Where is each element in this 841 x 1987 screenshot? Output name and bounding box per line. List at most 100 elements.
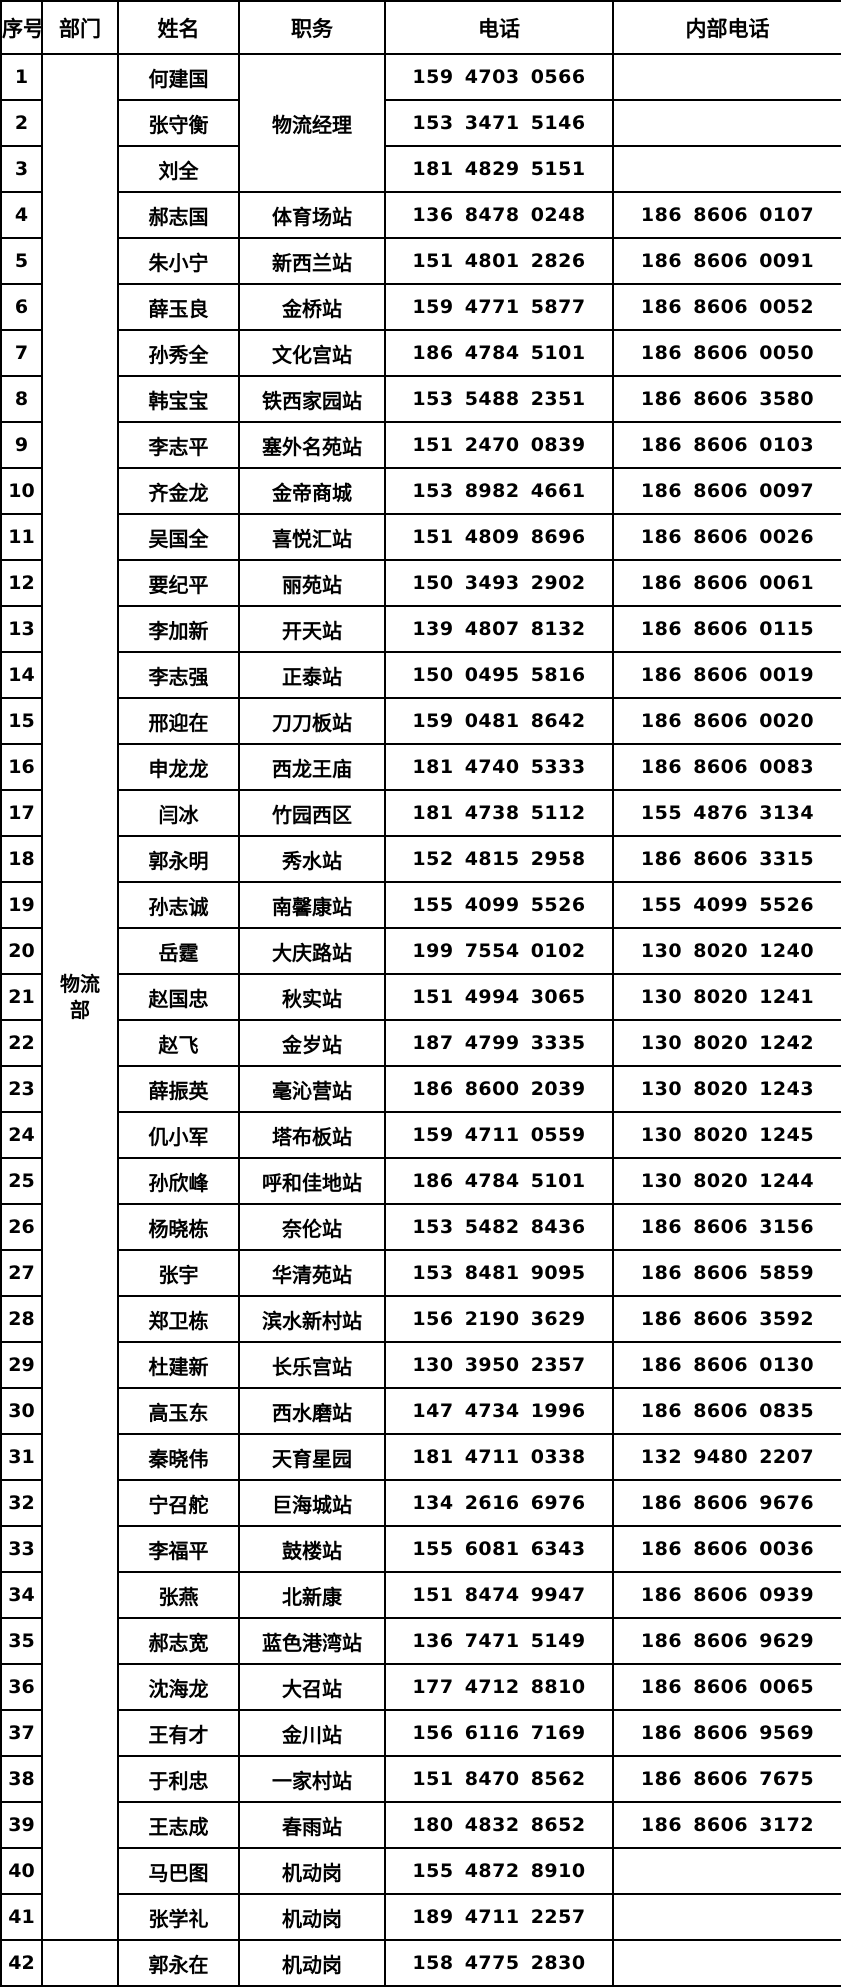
cell-role: 喜悦汇站 bbox=[238, 513, 386, 561]
cell-no: 23 bbox=[0, 1065, 43, 1113]
table-row: 27 张宇 华清苑站 153 8481 9095 186 8606 5859 bbox=[0, 1249, 841, 1297]
cell-role: 丽苑站 bbox=[238, 559, 386, 607]
table-row: 35 郝志宽 蓝色港湾站 136 7471 5149 186 8606 9629 bbox=[0, 1617, 841, 1665]
cell-internal-phone: 186 8606 9676 bbox=[612, 1479, 841, 1527]
cell-role: 毫沁营站 bbox=[238, 1065, 386, 1113]
table-row: 37 王有才 金川站 156 6116 7169 186 8606 9569 bbox=[0, 1709, 841, 1757]
cell-department-empty bbox=[41, 1939, 119, 1987]
cell-internal-phone bbox=[612, 1893, 841, 1941]
cell-internal-phone: 186 8606 0083 bbox=[612, 743, 841, 791]
cell-no: 20 bbox=[0, 927, 43, 975]
cell-no: 1 bbox=[0, 53, 43, 101]
table-row: 30 高玉东 西水磨站 147 4734 1996 186 8606 0835 bbox=[0, 1387, 841, 1435]
cell-name: 岳霆 bbox=[117, 927, 240, 975]
cell-name: 杨晓栋 bbox=[117, 1203, 240, 1251]
cell-no: 37 bbox=[0, 1709, 43, 1757]
cell-phone: 151 8474 9947 bbox=[384, 1571, 614, 1619]
cell-role: 刀刀板站 bbox=[238, 697, 386, 745]
cell-internal-phone: 186 8606 0020 bbox=[612, 697, 841, 745]
cell-phone: 153 8982 4661 bbox=[384, 467, 614, 515]
cell-role: 大召站 bbox=[238, 1663, 386, 1711]
cell-name: 何建国 bbox=[117, 53, 240, 101]
table-row: 1 物流部 何建国 物流经理 159 4703 0566 bbox=[0, 53, 841, 1941]
cell-phone: 186 8600 2039 bbox=[384, 1065, 614, 1113]
cell-role: 一家村站 bbox=[238, 1755, 386, 1803]
cell-name: 郭永明 bbox=[117, 835, 240, 883]
cell-internal-phone: 186 8606 9569 bbox=[612, 1709, 841, 1757]
table-row: 40 马巴图 机动岗 155 4872 8910 bbox=[0, 1847, 841, 1895]
cell-role: 机动岗 bbox=[238, 1893, 386, 1941]
cell-internal-phone: 130 8020 1240 bbox=[612, 927, 841, 975]
cell-no: 41 bbox=[0, 1893, 43, 1941]
cell-internal-phone: 186 8606 9629 bbox=[612, 1617, 841, 1665]
table-row: 13 李加新 开天站 139 4807 8132 186 8606 0115 bbox=[0, 605, 841, 653]
cell-name: 郝志宽 bbox=[117, 1617, 240, 1665]
cell-name: 吴国全 bbox=[117, 513, 240, 561]
header-phone: 电话 bbox=[384, 0, 614, 55]
cell-phone: 152 4815 2958 bbox=[384, 835, 614, 883]
table-row: 31 秦晓伟 天育星园 181 4711 0338 132 9480 2207 bbox=[0, 1433, 841, 1481]
table-row: 6 薛玉良 金桥站 159 4771 5877 186 8606 0052 bbox=[0, 283, 841, 331]
cell-name: 韩宝宝 bbox=[117, 375, 240, 423]
cell-phone: 180 4832 8652 bbox=[384, 1801, 614, 1849]
cell-internal-phone bbox=[612, 1847, 841, 1895]
cell-name: 张学礼 bbox=[117, 1893, 240, 1941]
table-row: 7 孙秀全 文化宫站 186 4784 5101 186 8606 0050 bbox=[0, 329, 841, 377]
cell-role: 金帝商城 bbox=[238, 467, 386, 515]
header-row: 序号 部门 姓名 职务 电话 内部电话 bbox=[0, 0, 841, 55]
cell-internal-phone: 186 8606 0091 bbox=[612, 237, 841, 285]
cell-no: 36 bbox=[0, 1663, 43, 1711]
cell-internal-phone: 186 8606 0115 bbox=[612, 605, 841, 653]
cell-name: 孙秀全 bbox=[117, 329, 240, 377]
cell-no: 8 bbox=[0, 375, 43, 423]
cell-name: 李福平 bbox=[117, 1525, 240, 1573]
cell-phone: 187 4799 3335 bbox=[384, 1019, 614, 1067]
cell-role: 秀水站 bbox=[238, 835, 386, 883]
cell-name: 李志强 bbox=[117, 651, 240, 699]
cell-name: 王志成 bbox=[117, 1801, 240, 1849]
table-row: 36 沈海龙 大召站 177 4712 8810 186 8606 0065 bbox=[0, 1663, 841, 1711]
cell-no: 16 bbox=[0, 743, 43, 791]
cell-no: 27 bbox=[0, 1249, 43, 1297]
cell-phone: 153 5488 2351 bbox=[384, 375, 614, 423]
cell-phone: 151 2470 0839 bbox=[384, 421, 614, 469]
cell-internal-phone: 186 8606 3172 bbox=[612, 1801, 841, 1849]
table-row: 34 张燕 北新康 151 8474 9947 186 8606 0939 bbox=[0, 1571, 841, 1619]
cell-name: 张守衡 bbox=[117, 99, 240, 147]
header-no: 序号 bbox=[0, 0, 43, 55]
cell-no: 2 bbox=[0, 99, 43, 147]
table-row: 25 孙欣峰 呼和佳地站 186 4784 5101 130 8020 1244 bbox=[0, 1157, 841, 1205]
cell-role: 天育星园 bbox=[238, 1433, 386, 1481]
cell-name: 孙志诚 bbox=[117, 881, 240, 929]
table-row: 18 郭永明 秀水站 152 4815 2958 186 8606 3315 bbox=[0, 835, 841, 883]
table-row: 14 李志强 正泰站 150 0495 5816 186 8606 0019 bbox=[0, 651, 841, 699]
cell-internal-phone: 186 8606 0103 bbox=[612, 421, 841, 469]
cell-role: 开天站 bbox=[238, 605, 386, 653]
cell-name: 张燕 bbox=[117, 1571, 240, 1619]
table-row: 5 朱小宁 新西兰站 151 4801 2826 186 8606 0091 bbox=[0, 237, 841, 285]
table-row: 12 要纪平 丽苑站 150 3493 2902 186 8606 0061 bbox=[0, 559, 841, 607]
cell-internal-phone: 186 8606 5859 bbox=[612, 1249, 841, 1297]
cell-role: 金岁站 bbox=[238, 1019, 386, 1067]
cell-internal-phone: 132 9480 2207 bbox=[612, 1433, 841, 1481]
table-row: 11 吴国全 喜悦汇站 151 4809 8696 186 8606 0026 bbox=[0, 513, 841, 561]
cell-no: 18 bbox=[0, 835, 43, 883]
cell-role: 南馨康站 bbox=[238, 881, 386, 929]
cell-role: 春雨站 bbox=[238, 1801, 386, 1849]
cell-no: 29 bbox=[0, 1341, 43, 1389]
cell-phone: 151 4801 2826 bbox=[384, 237, 614, 285]
cell-phone: 156 6116 7169 bbox=[384, 1709, 614, 1757]
cell-phone: 158 4775 2830 bbox=[384, 1939, 614, 1987]
cell-phone: 159 4703 0566 bbox=[384, 53, 614, 101]
cell-name: 杜建新 bbox=[117, 1341, 240, 1389]
cell-name: 刘全 bbox=[117, 145, 240, 193]
header-role: 职务 bbox=[238, 0, 386, 55]
cell-role: 西水磨站 bbox=[238, 1387, 386, 1435]
cell-internal-phone: 186 8606 0019 bbox=[612, 651, 841, 699]
cell-phone: 136 8478 0248 bbox=[384, 191, 614, 239]
cell-no: 24 bbox=[0, 1111, 43, 1159]
cell-role: 蓝色港湾站 bbox=[238, 1617, 386, 1665]
cell-internal-phone: 130 8020 1244 bbox=[612, 1157, 841, 1205]
cell-no: 6 bbox=[0, 283, 43, 331]
